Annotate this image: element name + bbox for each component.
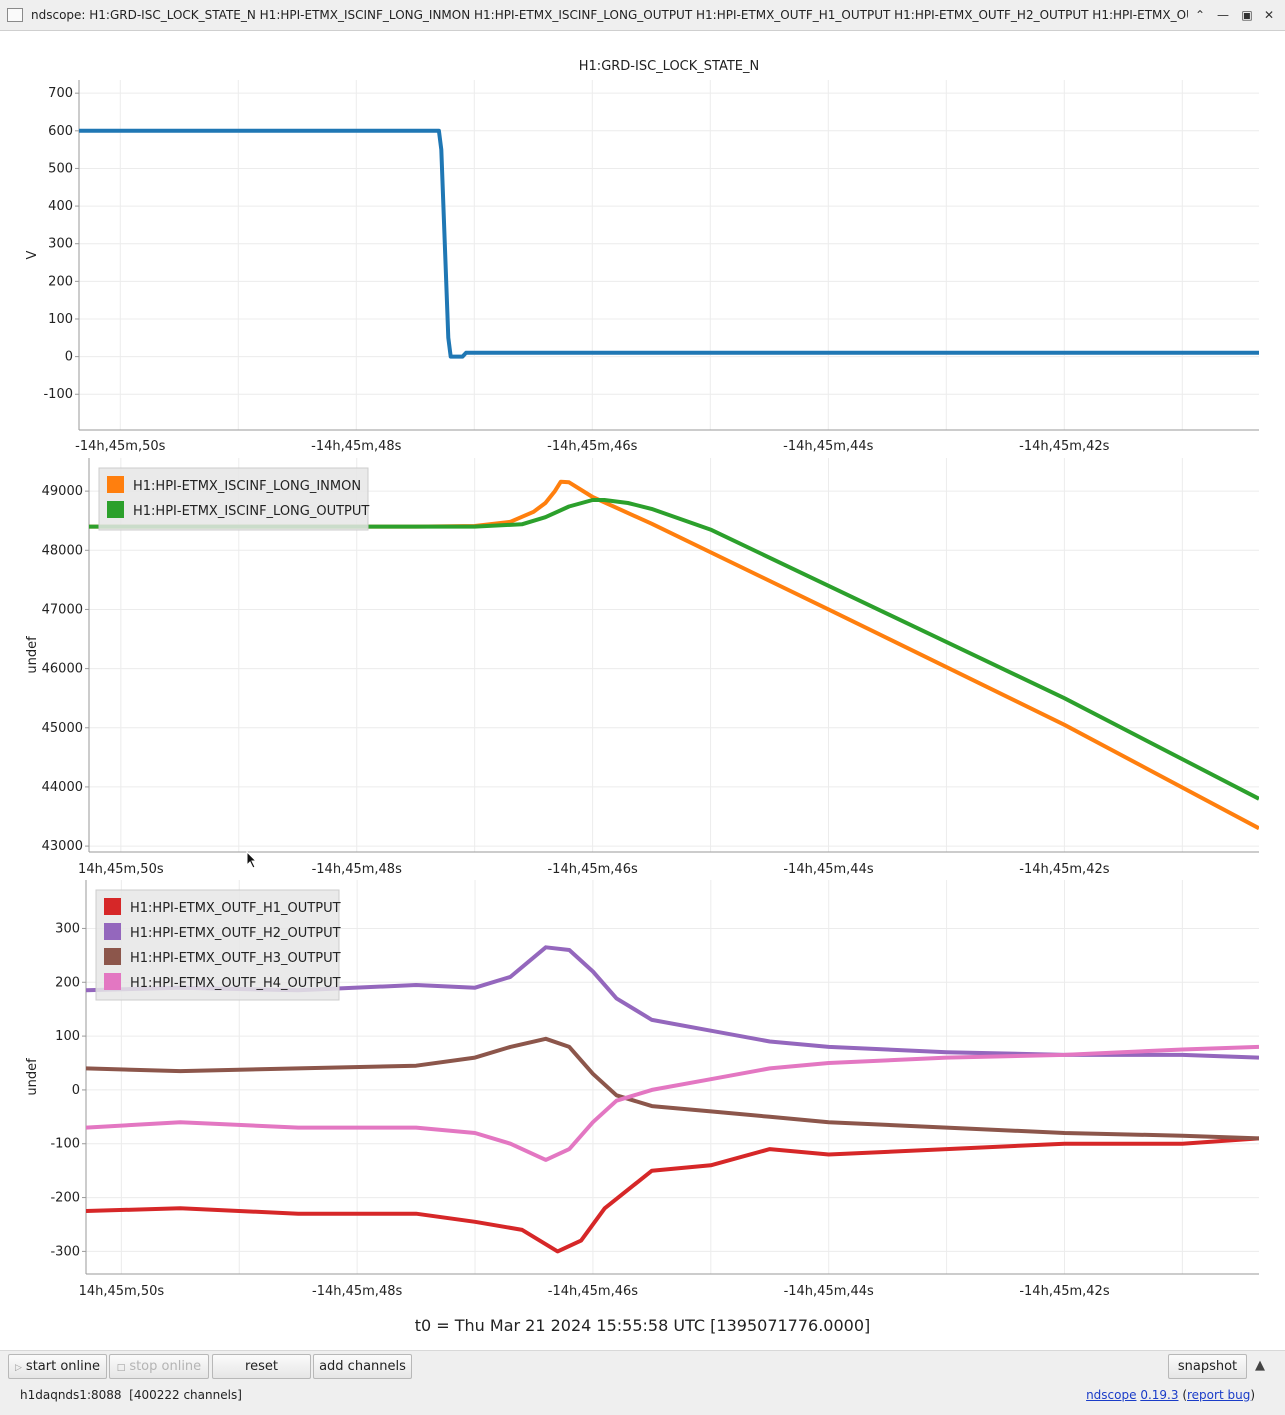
title-bar: ndscope: H1:GRD-ISC_LOCK_STATE_N H1:HPI-…: [0, 0, 1285, 31]
mouse-cursor-icon: [246, 851, 258, 869]
series-line-1: [89, 479, 1259, 831]
legend-label: H1:HPI-ETMX_OUTF_H3_OUTPUT: [130, 951, 341, 966]
report-bug-link[interactable]: report bug: [1187, 1388, 1251, 1402]
series-line-2: [86, 945, 1259, 1060]
x-tick-label: -14h,45m,44s: [783, 439, 873, 454]
chart-panel-3: -300 -200 -100 0 100 200 300 14h,45m,50s -14h,45…: [25, 880, 1259, 1299]
start-online-label: start online: [25, 1359, 100, 1374]
y-tick-label: 43000: [42, 839, 83, 854]
legend-label: H1:HPI-ETMX_ISCINF_LONG_OUTPUT: [133, 504, 369, 519]
version-link[interactable]: 0.19.3: [1140, 1388, 1179, 1402]
chart-title: H1:GRD-ISC_LOCK_STATE_N: [579, 59, 759, 74]
y-tick-label: 44000: [42, 780, 83, 795]
y-tick-label: 45000: [42, 721, 83, 736]
y-tick-label: 46000: [42, 662, 83, 677]
t0-label: t0 = Thu Mar 21 2024 15:55:58 UTC [13950…: [414, 1316, 871, 1335]
series-line-3: [86, 1036, 1259, 1141]
y-tick-label: 100: [48, 312, 73, 327]
y-tick-label: -100: [50, 1137, 80, 1152]
window-title: ndscope: H1:GRD-ISC_LOCK_STATE_N H1:HPI-…: [31, 8, 1188, 22]
start-online-button[interactable]: ▷ start online: [8, 1354, 107, 1379]
y-tick-label: 200: [48, 274, 73, 289]
x-tick-label: -14h,45m,48s: [312, 1284, 402, 1299]
legend-swatch: [104, 973, 121, 990]
series-line-4: [86, 1044, 1259, 1162]
y-tick-label: 200: [55, 975, 80, 990]
legend-label: H1:HPI-ETMX_ISCINF_LONG_INMON: [133, 479, 361, 494]
legend-label: H1:HPI-ETMX_OUTF_H2_OUTPUT: [130, 926, 341, 941]
play-icon: ▷: [15, 1363, 22, 1373]
bottom-toolbar: ▷ start online □ stop online reset add cha…: [0, 1350, 1285, 1415]
maximize-icon[interactable]: —: [1217, 8, 1229, 22]
x-tick-label: 14h,45m,50s: [78, 862, 164, 877]
x-tick-label: -14h,45m,48s: [312, 862, 402, 877]
stop-online-button[interactable]: □ stop online: [109, 1354, 209, 1379]
add-channels-button[interactable]: add channels: [313, 1354, 412, 1379]
app-window-icon: [7, 8, 23, 22]
ndscope-link[interactable]: ndscope: [1086, 1388, 1137, 1402]
chart-panel-1: -100 0 100 200 300 400 500 600 700 -14h,45m,50s -1…: [25, 59, 1259, 454]
y-axis-label: undef: [25, 636, 40, 674]
y-tick-label: 100: [55, 1029, 80, 1044]
restore-icon[interactable]: ▣: [1241, 8, 1253, 22]
minimize-icon[interactable]: ⌃: [1194, 8, 1206, 22]
x-tick-label: -14h,45m,46s: [547, 439, 637, 454]
legend-swatch: [104, 898, 121, 915]
series-line-1: [86, 1136, 1259, 1254]
x-tick-label: -14h,45m,42s: [1019, 439, 1109, 454]
y-axis-label: V: [25, 250, 40, 259]
y-tick-label: 0: [72, 1083, 80, 1098]
series-line-2: [89, 498, 1259, 801]
y-tick-label: 48000: [42, 543, 83, 558]
server-status: h1daqnds1:8088 [400222 channels]: [20, 1388, 242, 1402]
collapse-arrow-icon[interactable]: ▲: [1255, 1358, 1265, 1373]
y-axis-label: undef: [25, 1058, 40, 1096]
legend-label: H1:HPI-ETMX_OUTF_H4_OUTPUT: [130, 976, 341, 991]
y-tick-label: 300: [48, 237, 73, 252]
version-info: ndscope 0.19.3 (report bug): [1086, 1388, 1255, 1402]
y-tick-label: 0: [65, 350, 73, 365]
series-line-1: [79, 128, 1259, 359]
x-tick-label: -14h,45m,44s: [783, 862, 873, 877]
x-tick-label: 14h,45m,50s: [79, 1284, 165, 1299]
legend-box: [98, 467, 369, 531]
legend-swatch: [104, 948, 121, 965]
x-tick-label: -14h,45m,44s: [784, 1284, 874, 1299]
close-icon[interactable]: ✕: [1263, 8, 1275, 22]
reset-button[interactable]: reset: [212, 1354, 311, 1379]
x-tick-label: -14h,45m,42s: [1019, 862, 1109, 877]
y-tick-label: -200: [50, 1191, 80, 1206]
y-tick-label: 400: [48, 199, 73, 214]
y-tick-label: 500: [48, 161, 73, 176]
y-tick-label: 600: [48, 124, 73, 139]
y-tick-label: 700: [48, 86, 73, 101]
legend-label: H1:HPI-ETMX_OUTF_H1_OUTPUT: [130, 901, 341, 916]
x-tick-label: -14h,45m,48s: [311, 439, 401, 454]
y-tick-label: -100: [43, 387, 73, 402]
snapshot-button[interactable]: snapshot: [1168, 1354, 1247, 1379]
stop-icon: □: [116, 1363, 126, 1373]
plot-area[interactable]: -100 0 100 200 300 400 500 600 700 -14h,45m,50s -1…: [0, 32, 1285, 1350]
legend-box: [95, 889, 340, 1001]
legend-swatch: [107, 476, 124, 493]
legend-swatch: [104, 923, 121, 940]
stop-online-label: stop online: [129, 1359, 202, 1374]
x-tick-label: -14h,45m,46s: [547, 862, 637, 877]
y-tick-label: -300: [50, 1244, 80, 1259]
x-tick-label: -14h,45m,50s: [75, 439, 165, 454]
y-tick-label: 47000: [42, 602, 83, 617]
legend-swatch: [107, 501, 124, 518]
x-tick-label: -14h,45m,46s: [548, 1284, 638, 1299]
y-tick-label: 300: [55, 921, 80, 936]
chart-panel-2: 43000 44000 45000 46000 47000 48000 49000 14h,4…: [25, 458, 1259, 877]
x-tick-label: -14h,45m,42s: [1019, 1284, 1109, 1299]
y-tick-label: 49000: [42, 484, 83, 499]
